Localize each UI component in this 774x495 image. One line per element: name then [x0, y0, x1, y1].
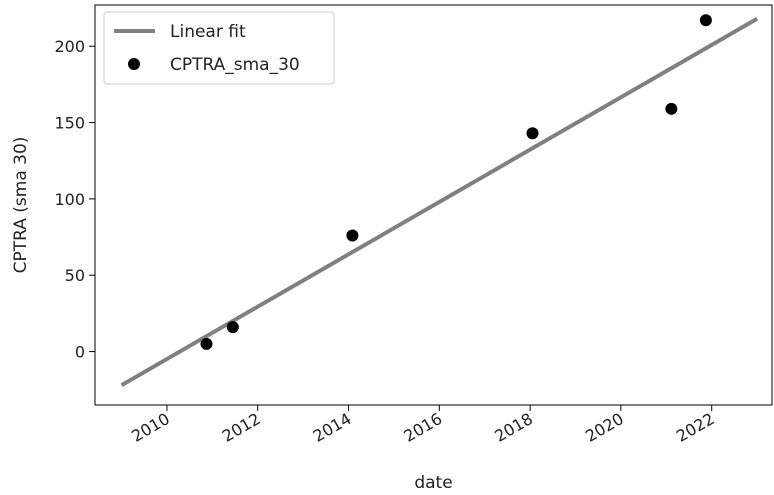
x-axis: 2010 2012 2014 2016 2018 2020 2022 — [128, 405, 718, 446]
legend: Linear fit CPTRA_sma_30 — [103, 11, 335, 85]
data-point-5 — [665, 102, 678, 115]
y-tick-label: 50 — [65, 266, 85, 285]
data-point-3 — [346, 229, 359, 242]
data-point-4 — [526, 127, 539, 140]
legend-box — [103, 11, 335, 85]
y-axis-label: CPTRA (sma 30) — [11, 137, 31, 274]
legend-label: CPTRA_sma_30 — [170, 55, 300, 75]
data-point-2 — [226, 321, 239, 334]
x-tick-label: 2016 — [401, 409, 446, 446]
data-point-1 — [200, 337, 213, 350]
x-tick-label: 2018 — [491, 409, 536, 446]
data-point-6 — [699, 14, 712, 27]
y-tick-label: 200 — [54, 37, 85, 56]
y-tick-label: 100 — [54, 190, 85, 209]
y-tick-label: 0 — [75, 343, 85, 362]
x-axis-label: date — [414, 473, 452, 493]
x-tick-label: 2014 — [310, 409, 355, 446]
y-tick-label: 150 — [54, 114, 85, 133]
x-tick-label: 2010 — [128, 409, 173, 446]
x-tick-label: 2020 — [582, 409, 627, 446]
x-tick-label: 2012 — [219, 409, 264, 446]
x-tick-label: 2022 — [673, 409, 718, 446]
series-line-linear-fit — [120, 17, 759, 387]
fit-line-layer — [120, 17, 759, 387]
y-axis: 0 50 100 150 200 — [54, 37, 95, 362]
plot-frame — [94, 4, 773, 406]
legend-label: Linear fit — [170, 22, 246, 42]
scatter-points-layer — [200, 14, 712, 350]
plot-area — [94, 4, 773, 406]
legend-marker-swatch — [128, 58, 140, 70]
